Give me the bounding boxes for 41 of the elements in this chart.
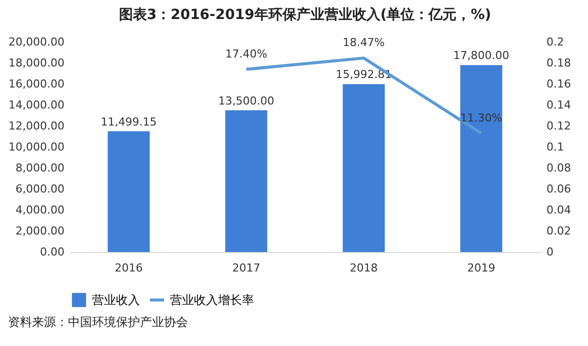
legend-label: 营业收入: [92, 293, 140, 307]
x-tick-label: 2018: [350, 262, 378, 274]
x-tick-label: 2017: [232, 262, 260, 274]
y2-tick-label: 0.08: [546, 162, 571, 174]
y2-tick-label: 0.02: [546, 224, 571, 238]
y2-tick-label: 0.14: [546, 98, 571, 112]
data-label: 17,800.00: [453, 49, 510, 62]
y2-tick-label: 0: [546, 246, 554, 258]
y-tick-label: 10,000.00: [8, 140, 64, 154]
y-tick-label: 2,000.00: [16, 224, 64, 238]
text: 资料来源：中国环境保护产业协会: [7, 314, 189, 331]
y-tick-label: 6,000.00: [16, 182, 64, 196]
y2-tick-label: 0.2: [546, 36, 564, 48]
y2-tick-label: 0.1: [546, 140, 564, 154]
y2-tick-label: 0.12: [546, 120, 571, 132]
y-tick-label: 12,000.00: [8, 120, 64, 132]
bar: [342, 84, 385, 252]
y2-tick-label: 0.18: [546, 56, 571, 70]
data-label: 13,500.00: [218, 94, 274, 108]
x-tick-label: 2019: [467, 262, 496, 274]
bar: [108, 131, 150, 252]
y-tick-label: 4,000.00: [16, 204, 64, 216]
bar: [460, 65, 502, 252]
y2-tick-label: 0.04: [546, 204, 571, 216]
data-label: 11,499.15: [100, 115, 157, 128]
chart-title: 图表3：2016-2019年环保产业营业收入(单位：亿元，%): [118, 6, 492, 23]
y2-tick-label: 0.06: [546, 182, 571, 196]
y-tick-label: 20,000.00: [8, 36, 64, 48]
data-label: 15,992.81: [336, 68, 392, 82]
bar: [225, 110, 268, 252]
x-tick-label: 2016: [114, 262, 143, 274]
data-label: 17.40%: [225, 47, 268, 60]
y-tick-label: 0.00: [40, 246, 64, 258]
y-tick-label: 16,000.00: [8, 78, 64, 90]
y-tick-label: 8,000.00: [16, 162, 64, 174]
y-tick-label: 14,000.00: [8, 98, 64, 112]
legend-label: 营业收入增长率: [170, 293, 254, 307]
y2-tick-label: 0.16: [546, 78, 571, 90]
data-label: 18.47%: [342, 36, 385, 50]
data-label: 11.30%: [460, 111, 502, 124]
y-tick-label: 18,000.00: [8, 56, 64, 70]
